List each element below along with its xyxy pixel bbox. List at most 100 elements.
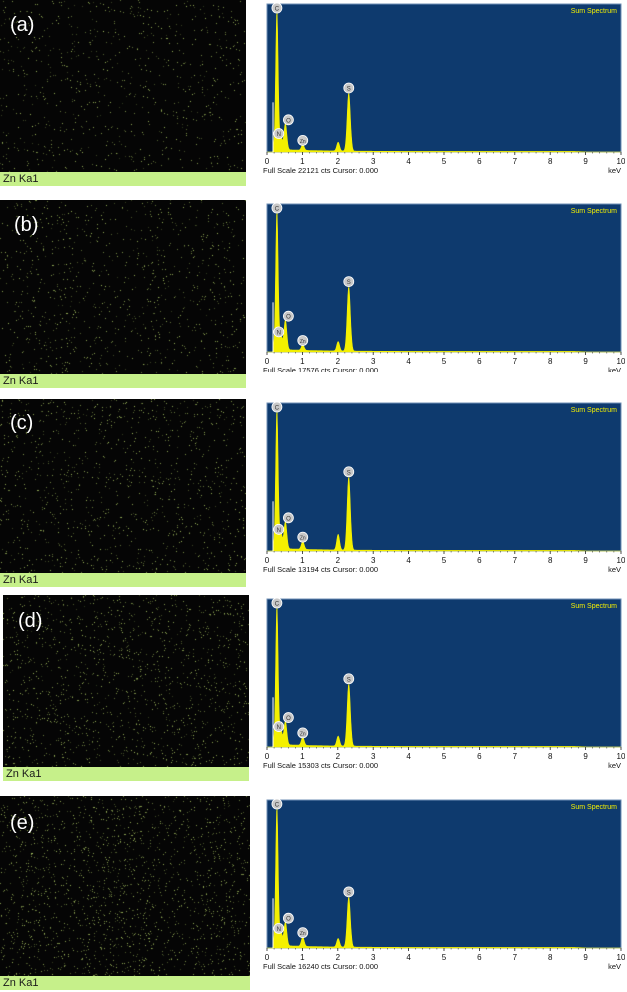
panel-label: (b)	[14, 214, 39, 236]
x-tick-label: 3	[371, 752, 376, 761]
peak-label-o: O	[286, 315, 291, 321]
x-tick-label: 8	[548, 157, 553, 166]
eds-spectrum: C N O Zn S Sum Spectrum 0 1 2 3 4 5 6 7 8 9 10 Full Scale…	[263, 796, 625, 972]
x-tick-label: 7	[513, 953, 518, 962]
x-tick-label: 2	[336, 556, 341, 565]
peak-marker-zn: Zn	[297, 531, 309, 543]
peak-label-zn: Zn	[300, 139, 306, 145]
x-tick-label: 1	[300, 953, 305, 962]
x-tick-label: 2	[336, 752, 341, 761]
peak-label-n: N	[277, 132, 281, 138]
map-caption: Zn Ka1	[0, 573, 246, 587]
full-scale-text: Full Scale 17576 cts Cursor: 0.000	[263, 366, 378, 372]
x-tick-label: 3	[371, 157, 376, 166]
peak-marker-c: C	[271, 2, 283, 14]
x-tick-label: 10	[617, 953, 625, 962]
spectrum-area	[267, 12, 621, 153]
peak-marker-s: S	[343, 276, 355, 288]
spectrum-title: Sum Spectrum	[571, 208, 617, 215]
x-tick-label: 10	[617, 556, 625, 565]
x-tick-label: 6	[477, 752, 482, 761]
peak-marker-zn: Zn	[297, 134, 309, 146]
zn-map-image	[0, 796, 250, 976]
panel-label: (d)	[18, 610, 43, 632]
map-caption: Zn Ka1	[0, 976, 250, 990]
map-caption: Zn Ka1	[0, 374, 246, 388]
full-scale-text: Full Scale 22121 cts Cursor: 0.000	[263, 166, 378, 174]
x-tick-label: 2	[336, 157, 341, 166]
spectrum-plot-area	[266, 3, 622, 153]
x-tick-label: 2	[336, 953, 341, 962]
eds-spectrum: C N O Zn S Sum Spectrum 0 1 2 3 4 5 6 7 8 9 10 Full Scale…	[263, 595, 625, 771]
x-tick-label: 4	[406, 357, 411, 366]
peak-label-n: N	[277, 330, 281, 336]
peak-label-zn: Zn	[300, 536, 306, 542]
peak-marker-c: C	[271, 202, 283, 214]
spectrum-title: Sum Spectrum	[571, 603, 617, 610]
spectrum-area	[267, 808, 621, 949]
peak-label-zn: Zn	[300, 731, 306, 737]
peak-marker-s: S	[343, 886, 355, 898]
spectrum-area	[267, 411, 621, 552]
x-tick-label: 7	[513, 157, 518, 166]
x-tick-label: 1	[300, 556, 305, 565]
x-tick-label: 5	[442, 157, 447, 166]
x-tick-label: 10	[617, 357, 625, 366]
x-tick-label: 0	[265, 357, 270, 366]
peak-marker-n: N	[273, 128, 285, 139]
peak-marker-zn: Zn	[297, 335, 309, 346]
spectrum-area	[267, 212, 621, 353]
spectrum-title: Sum Spectrum	[571, 8, 617, 15]
x-tick-label: 10	[617, 752, 625, 761]
peak-marker-o: O	[283, 712, 294, 723]
peak-marker-s: S	[343, 82, 355, 94]
x-tick-label: 4	[406, 953, 411, 962]
full-scale-text: Full Scale 13194 cts Cursor: 0.000	[263, 565, 378, 574]
peak-marker-o: O	[283, 310, 294, 322]
x-tick-label: 8	[548, 357, 553, 366]
spectrum-area	[267, 607, 621, 748]
x-tick-label: 4	[406, 157, 411, 166]
x-tick-label: 5	[442, 953, 447, 962]
peak-label-c: C	[275, 7, 280, 13]
x-tick-label: 2	[336, 357, 341, 366]
spectrum-plot-area	[266, 598, 622, 748]
peak-marker-n: N	[273, 326, 285, 338]
peak-marker-o: O	[283, 512, 294, 524]
peak-label-c: C	[275, 207, 280, 213]
x-tick-label: 3	[371, 556, 376, 565]
peak-marker-o: O	[283, 114, 294, 126]
x-tick-label: 6	[477, 157, 482, 166]
eds-spectrum: C N O Zn S Sum Spectrum 0 1 2 3 4 5 6 7 8 9 10 Full Scale…	[263, 0, 625, 174]
x-tick-label: 10	[617, 157, 625, 166]
x-tick-label: 9	[583, 556, 588, 565]
x-tick-label: 6	[477, 953, 482, 962]
peak-label-zn: Zn	[300, 931, 306, 937]
x-tick-label: 5	[442, 556, 447, 565]
peak-label-c: C	[275, 803, 280, 809]
x-tick-label: 7	[513, 357, 518, 366]
x-tick-label: 0	[265, 953, 270, 962]
eds-spectrum: C N O Zn S Sum Spectrum 0 1 2 3 4 5 6 7 8 9 10 Full Scale…	[263, 399, 625, 575]
peak-marker-c: C	[271, 798, 283, 810]
peak-marker-n: N	[273, 923, 285, 934]
peak-label-c: C	[275, 602, 280, 608]
x-tick-label: 7	[513, 752, 518, 761]
peak-marker-n: N	[273, 523, 285, 535]
map-caption: Zn Ka1	[0, 172, 246, 186]
eds-spectrum: C N O Zn S Sum Spectrum 0 1 2 3 4 5 6 7 8 9 10 Full Scale…	[263, 200, 625, 372]
peak-label-o: O	[286, 716, 291, 722]
peak-label-s: S	[347, 677, 351, 683]
zn-map-image	[3, 595, 249, 767]
peak-marker-n: N	[273, 721, 285, 732]
x-tick-label: 1	[300, 157, 305, 166]
x-tick-label: 6	[477, 556, 482, 565]
spectrum-plot-area	[266, 203, 622, 353]
peak-label-n: N	[277, 725, 281, 731]
x-tick-label: 8	[548, 953, 553, 962]
peak-label-o: O	[286, 516, 291, 522]
x-tick-label: 4	[406, 556, 411, 565]
